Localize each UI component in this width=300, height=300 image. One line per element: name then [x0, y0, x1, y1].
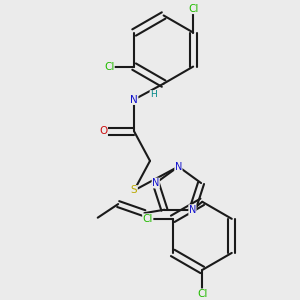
Text: Cl: Cl — [197, 289, 207, 299]
Text: N: N — [175, 162, 182, 172]
Text: Cl: Cl — [188, 4, 198, 14]
Text: O: O — [99, 126, 107, 136]
Text: N: N — [130, 94, 138, 104]
Text: S: S — [131, 185, 137, 195]
Text: H: H — [150, 91, 157, 100]
Text: N: N — [152, 178, 159, 188]
Text: Cl: Cl — [142, 214, 153, 224]
Text: Cl: Cl — [104, 61, 114, 72]
Text: N: N — [189, 205, 196, 215]
